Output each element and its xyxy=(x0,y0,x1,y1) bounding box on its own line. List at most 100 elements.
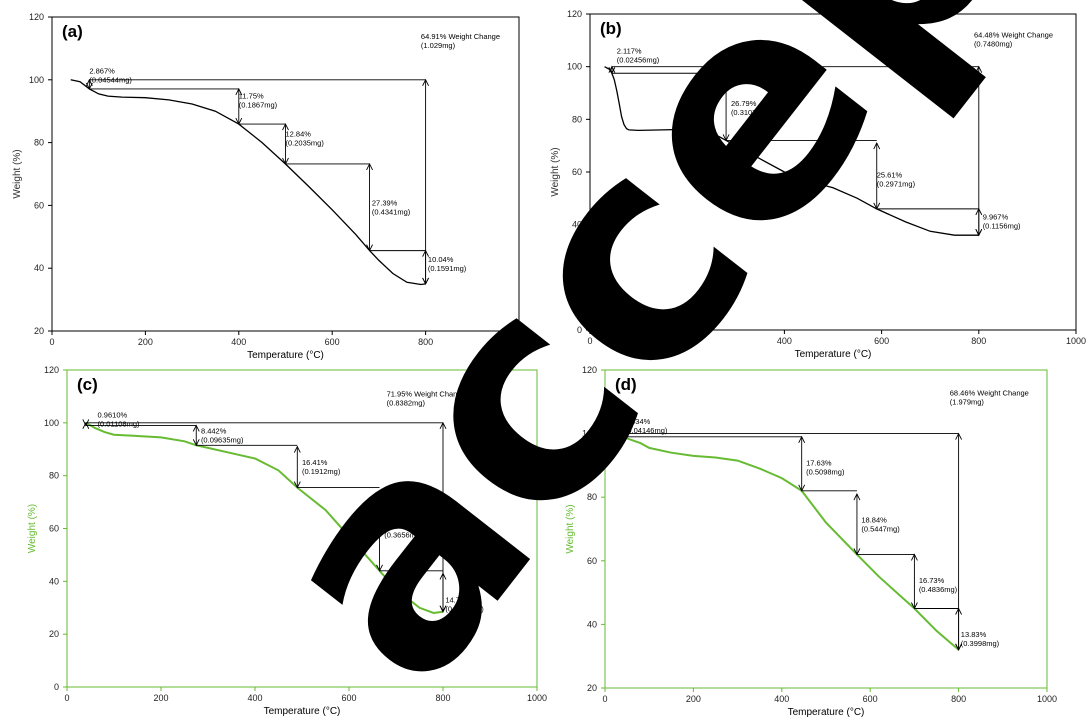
arrow-head-down xyxy=(853,548,861,556)
y-tick-label: 120 xyxy=(44,365,59,375)
annotation-line: (0.1912mg) xyxy=(302,467,341,476)
y-tick-label: 60 xyxy=(34,200,44,210)
panel-label: (a) xyxy=(62,22,83,41)
annotation-line: 68.46% Weight Change xyxy=(950,388,1029,397)
arrow-head-down xyxy=(955,643,963,651)
plot-frame xyxy=(66,369,538,688)
y-tick-label: 40 xyxy=(34,263,44,273)
annotation-line: 14.76% xyxy=(445,595,471,604)
tga-curve xyxy=(619,432,960,651)
arrow-head-up xyxy=(85,78,93,87)
arrow-head-down xyxy=(235,117,243,126)
y-tick-label: 60 xyxy=(587,556,597,566)
x-tick-label: 800 xyxy=(951,694,966,704)
y-tick-label: 40 xyxy=(49,576,59,586)
annotation-label: 14.76% (0.1719mg) xyxy=(445,595,484,613)
annotation-label: 71.95% Weight Change (0.8382mg) xyxy=(387,389,466,407)
arrow-head-up xyxy=(282,123,289,131)
chart-panel-2: 0 200 400 600 800 1000 0 20 40 60 80 100 120 Temperat… xyxy=(550,9,1086,360)
y-tick-label: 100 xyxy=(44,418,59,428)
y-tick-label: 40 xyxy=(587,619,597,629)
annotation-line: 16.73% xyxy=(919,576,945,585)
annotation-label: 12.84% (0.2035mg) xyxy=(286,129,325,147)
arrow-head-up xyxy=(873,142,881,150)
annotation-line: 2.117% xyxy=(617,47,642,56)
x-axis-label: Temperature (°C) xyxy=(795,349,872,360)
x-tick-label: 600 xyxy=(341,693,356,703)
annotation-line: 2.867% xyxy=(89,67,115,76)
annotation-line: 8.442% xyxy=(201,426,227,435)
arrow-head-up xyxy=(955,432,963,440)
annotation-label: 64.91% Weight Change (1.029mg) xyxy=(421,32,500,50)
x-tick-label: 200 xyxy=(153,693,168,703)
arrow-head-up xyxy=(722,70,730,79)
annotation-label: 27.39% (0.4341mg) xyxy=(372,198,411,216)
annotation-label: 25.61% (0.2971mg) xyxy=(877,170,916,188)
arrow-head-up xyxy=(619,432,627,440)
x-tick-label: 800 xyxy=(435,693,450,703)
arrow-head-down xyxy=(192,439,200,447)
x-axis-label: Temperature (°C) xyxy=(247,350,324,361)
y-tick-label: 120 xyxy=(29,12,44,22)
annotation-line: 9.967% xyxy=(983,212,1009,221)
y-tick-label: 60 xyxy=(572,167,582,177)
annotation-line: (0.5098mg) xyxy=(806,467,845,476)
y-tick-label: 20 xyxy=(34,326,44,336)
arrow-head-up xyxy=(853,493,861,501)
x-tick-label: 0 xyxy=(602,694,607,704)
arrow-head-down xyxy=(82,419,90,427)
y-axis-label: Weight (%) xyxy=(565,504,576,553)
annotation-line: (0.3107mg) xyxy=(731,108,770,117)
arrow-head-up xyxy=(82,421,90,430)
annotation-line: (0.09635mg) xyxy=(201,435,244,444)
y-tick-label: 40 xyxy=(572,220,582,230)
x-tick-label: 1000 xyxy=(509,337,529,347)
annotation-line: 0.9610% xyxy=(98,411,128,420)
annotation-line: 10.04% xyxy=(428,255,454,264)
arrow-head-up xyxy=(439,421,447,430)
y-axis-label: Weight (%) xyxy=(12,149,23,198)
annotation-line: 1.434% xyxy=(625,417,651,426)
annotation-line: (1.029mg) xyxy=(421,41,456,50)
annotation-line: 11.75% xyxy=(239,92,264,101)
arrow-head-down xyxy=(798,484,806,492)
y-tick-label: 80 xyxy=(34,138,44,148)
annotation-line: (0.7480mg) xyxy=(974,40,1013,49)
plot-frame xyxy=(604,369,1048,689)
arrow-head-down xyxy=(975,228,983,237)
y-tick-label: 100 xyxy=(29,75,44,85)
chart-panel-1: 0 200 400 600 800 1000 20 40 60 80 100 120 Temperatu… xyxy=(12,12,529,361)
arrow-head-up xyxy=(910,553,918,561)
annotation-line: 26.79% xyxy=(731,99,757,108)
arrow-head-down xyxy=(422,277,430,285)
annotation-label: 11.75% (0.1867mg) xyxy=(239,92,278,110)
x-tick-label: 0 xyxy=(587,336,592,346)
x-tick-label: 800 xyxy=(418,337,433,347)
annotation-label: 26.79% (0.3107mg) xyxy=(731,99,770,117)
x-tick-label: 600 xyxy=(863,694,878,704)
tga-curve xyxy=(70,79,426,286)
annotation-line: (0.1156mg) xyxy=(983,221,1021,230)
annotation-line: 17.63% xyxy=(806,458,832,467)
annotation-line: (0.4341mg) xyxy=(372,207,411,216)
arrow-head-down xyxy=(376,564,383,572)
annotation-line: (0.01108mg) xyxy=(98,420,140,429)
x-tick-label: 1000 xyxy=(1037,694,1057,704)
annotation-line: 18.84% xyxy=(861,516,887,525)
panel-label: (b) xyxy=(600,19,622,38)
annotation-line: 31.39% xyxy=(384,522,410,531)
panel-label: (c) xyxy=(77,375,98,394)
y-tick-label: 80 xyxy=(587,492,597,502)
annotation-line: 25.61% xyxy=(877,170,903,179)
annotation-label: 2.867% (0.04544mg) xyxy=(89,67,132,85)
arrow-head-down xyxy=(619,430,627,438)
arrow-head-up xyxy=(422,78,430,87)
x-axis-label: Temperature (°C) xyxy=(264,706,341,717)
annotation-label: 17.63% (0.5098mg) xyxy=(806,458,845,476)
tga-curve xyxy=(604,66,979,236)
x-tick-label: 600 xyxy=(325,337,340,347)
y-tick-label: 0 xyxy=(54,682,59,692)
annotation-line: (0.3656mg) xyxy=(384,531,423,540)
annotation-label: 64.48% Weight Change (0.7480mg) xyxy=(974,31,1053,49)
